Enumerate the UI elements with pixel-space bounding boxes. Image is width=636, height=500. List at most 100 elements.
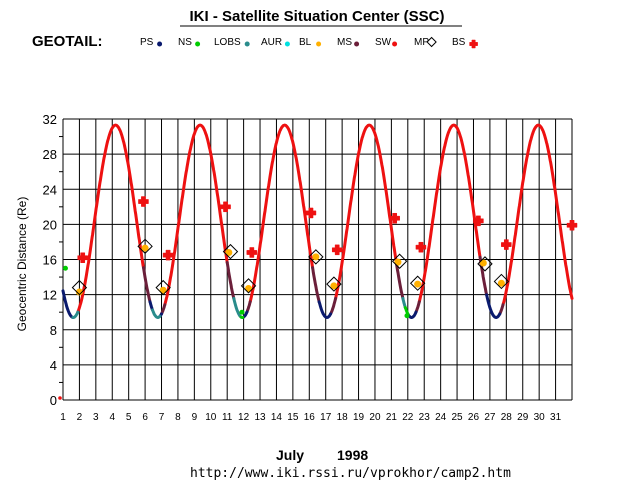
legend-marker-bs <box>469 39 478 49</box>
orbit-segment-lobs <box>232 296 243 319</box>
bl-point <box>312 253 320 261</box>
orbit-segment-sw <box>248 123 315 304</box>
x-tick-label: 1 <box>60 412 66 423</box>
orbit-segment-lobs <box>151 308 162 319</box>
bl-point <box>497 279 505 287</box>
x-tick-label: 30 <box>534 412 546 423</box>
y-axis-label: Geocentric Distance (Re) <box>15 197 29 332</box>
x-tick-label: 19 <box>353 412 365 423</box>
y-tick-label: 4 <box>50 358 57 373</box>
legend-label-bl: BL <box>299 37 312 48</box>
x-tick-label: 5 <box>126 412 132 423</box>
legend-label-ms: MS <box>337 37 352 48</box>
x-tick-label: 28 <box>501 412 513 423</box>
legend-marker-sw <box>392 41 398 47</box>
bl-point <box>245 284 253 292</box>
orbit-segment-sw <box>76 123 145 314</box>
legend-label-ns: NS <box>178 37 192 48</box>
x-tick-label: 3 <box>93 412 99 423</box>
x-tick-label: 9 <box>192 412 198 423</box>
orbit-segment-ms <box>394 261 405 300</box>
mp-marker <box>308 249 324 265</box>
bl-point <box>225 248 233 256</box>
orbit-segment-ps <box>61 289 75 319</box>
legend-label-mp: MP <box>414 37 429 48</box>
mp-marker <box>71 279 88 296</box>
ns-point <box>239 309 245 315</box>
x-tick-label: 20 <box>369 412 381 423</box>
origin-point <box>58 396 62 400</box>
mp-marker <box>326 276 342 292</box>
bl-point <box>479 259 487 267</box>
bs-marker <box>162 249 174 261</box>
x-tick-label: 29 <box>517 412 529 423</box>
x-axis-year: 1998 <box>337 447 368 463</box>
y-tick-label: 8 <box>50 323 57 338</box>
mp-marker <box>155 279 171 296</box>
x-tick-label: 11 <box>222 412 233 423</box>
mp-marker <box>493 273 510 290</box>
x-tick-label: 2 <box>77 412 83 423</box>
bs-marker <box>220 201 231 213</box>
x-tick-label: 24 <box>435 412 447 423</box>
legend-marker-mp <box>426 36 437 48</box>
orbit-segment-ms <box>245 300 252 314</box>
orbit-segment-sw <box>417 123 482 304</box>
x-tick-label: 4 <box>109 412 115 423</box>
legend-marker-ps <box>157 41 163 47</box>
bl-point <box>141 244 149 252</box>
x-tick-label: 26 <box>468 412 480 423</box>
legend-label-ps: PS <box>140 37 154 48</box>
satellite-label: GEOTAIL: <box>32 33 103 50</box>
x-tick-label: 14 <box>271 412 283 423</box>
orbit-segment-ms <box>311 266 321 304</box>
bs-marker <box>246 247 258 258</box>
legend-marker-ms <box>354 41 360 47</box>
bs-marker <box>415 241 427 253</box>
mp-marker <box>222 243 239 260</box>
y-tick-label: 28 <box>43 147 57 162</box>
bs-marker <box>305 207 317 219</box>
source-url: http://www.iki.rssi.ru/vprokhor/camp2.ht… <box>190 466 511 481</box>
y-tick-label: 20 <box>43 217 57 232</box>
orbit-segment-ps <box>317 300 333 319</box>
crossing-markers <box>58 196 578 400</box>
x-tick-label: 18 <box>337 412 349 423</box>
orbit-segment-sw <box>334 123 398 300</box>
bs-marker <box>331 244 343 256</box>
orbit-segment-ns <box>403 306 410 316</box>
mp-marker <box>240 278 257 294</box>
bs-marker <box>501 239 512 250</box>
x-tick-label: 21 <box>386 412 398 423</box>
x-tick-label: 8 <box>175 412 181 423</box>
bs-marker <box>77 252 88 263</box>
orbit-segment-lobs <box>71 310 80 319</box>
bs-marker <box>389 212 400 224</box>
bl-point <box>394 258 402 266</box>
x-tick-label: 31 <box>550 412 562 423</box>
x-tick-label: 10 <box>205 412 217 423</box>
bl-point <box>414 280 422 288</box>
x-tick-label: 25 <box>452 412 464 423</box>
x-tick-label: 7 <box>159 412 165 423</box>
y-tick-label: 24 <box>43 182 57 197</box>
mp-marker <box>391 253 408 269</box>
legend: PS NS LOBS AUR BL MS SW MP BS <box>140 36 478 49</box>
x-tick-label: 6 <box>142 412 148 423</box>
bl-point <box>330 282 338 290</box>
bs-marker <box>138 196 149 207</box>
bs-marker <box>566 220 578 231</box>
bl-point <box>75 288 83 296</box>
legend-marker-bl <box>316 41 322 47</box>
legend-label-aur: AUR <box>261 37 282 48</box>
y-tick-labels: 0 4 8 12 16 20 24 28 32 <box>43 112 57 408</box>
ns-point <box>404 313 410 319</box>
orbit-curve <box>61 123 574 319</box>
bs-marker <box>473 215 484 227</box>
x-tick-label: 23 <box>419 412 431 423</box>
orbit-segment-ps <box>485 293 502 319</box>
x-tick-label: 22 <box>402 412 414 423</box>
mp-marker <box>409 275 426 291</box>
x-tick-label: 16 <box>304 412 316 423</box>
